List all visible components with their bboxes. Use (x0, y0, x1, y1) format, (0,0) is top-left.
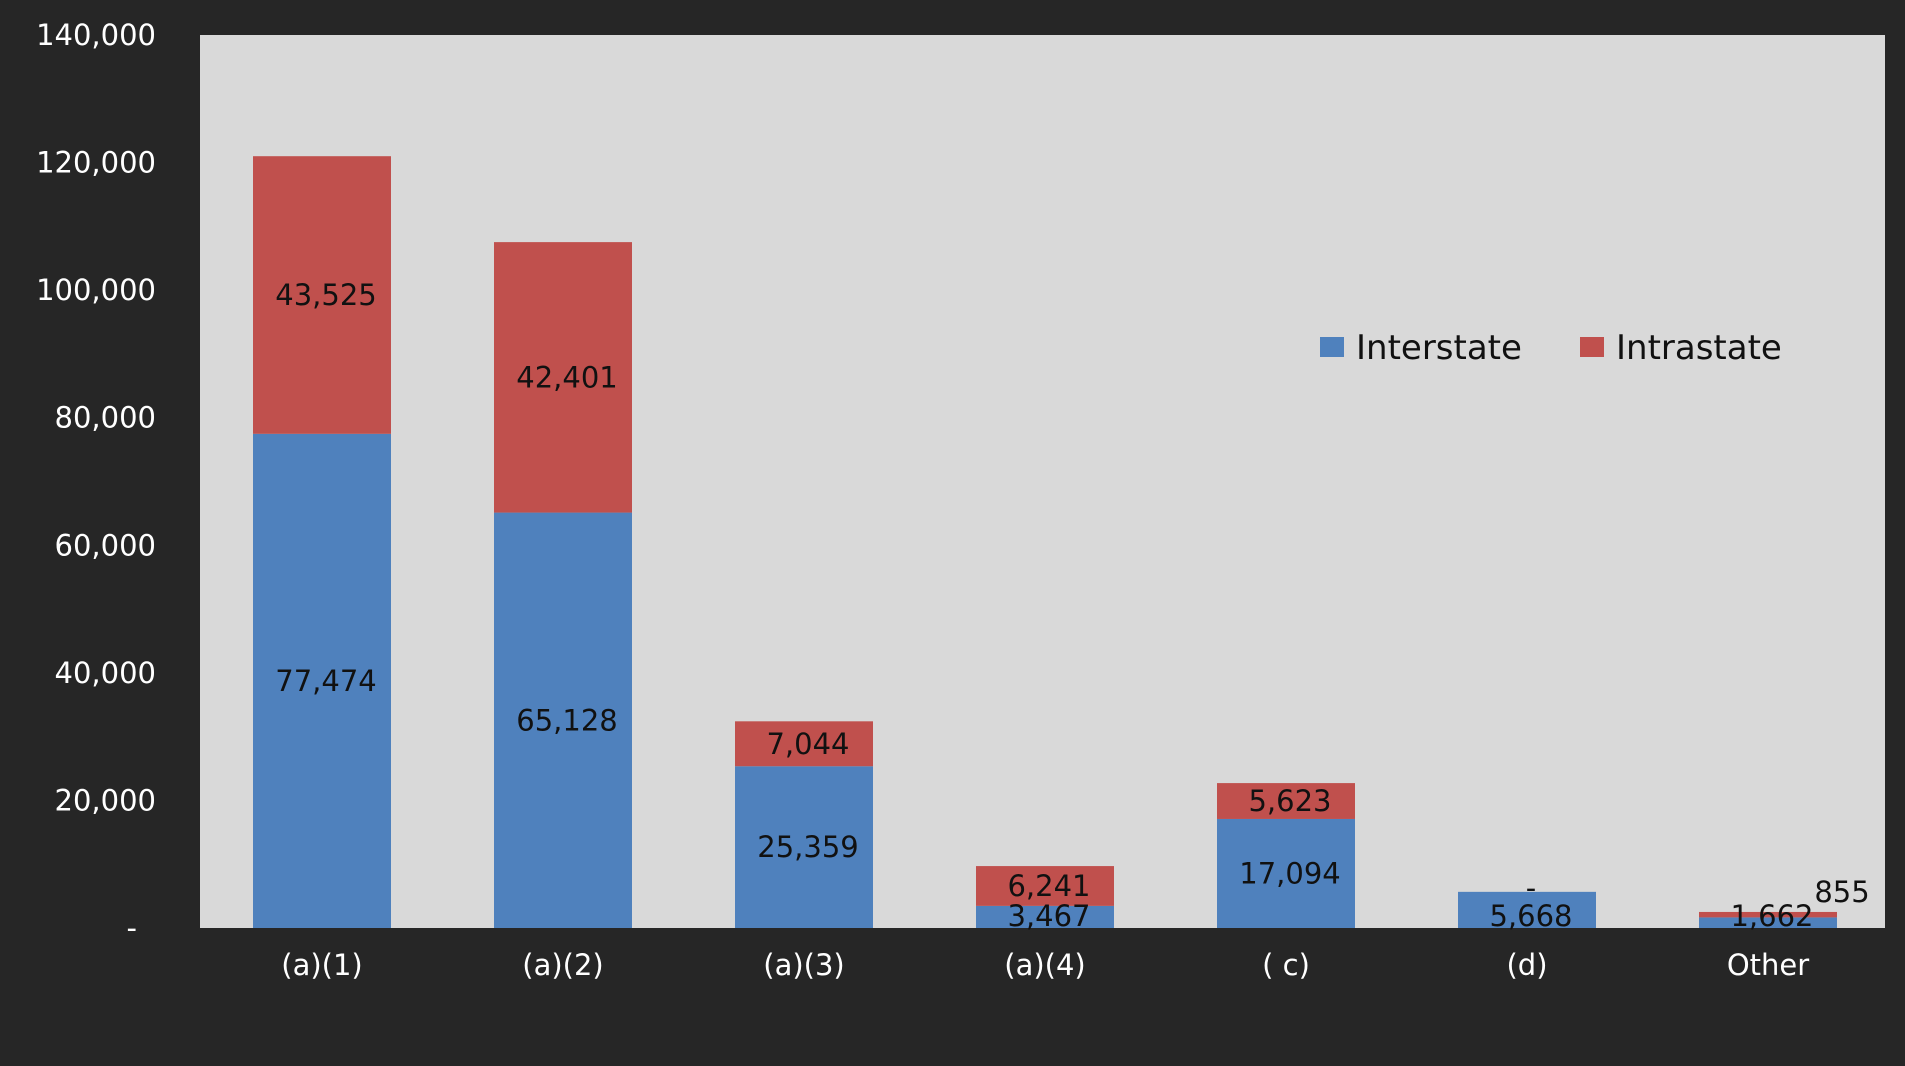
legend-swatch (1320, 337, 1344, 357)
x-axis: (a)(1) (a)(2) (a)(3) (a)(4) ( c) (d) Other (281, 948, 1809, 982)
y-tick-label: - (127, 911, 137, 945)
data-label-intrastate: 5,623 (1248, 784, 1331, 818)
x-tick-label: (d) (1506, 948, 1547, 982)
y-tick-label: 140,000 (36, 18, 156, 52)
bar-intrastate (1217, 783, 1355, 819)
y-axis: - 20,000 40,000 60,000 80,000 100,000 120,000 1… (36, 18, 156, 945)
x-tick-label: (a)(2) (522, 948, 603, 982)
x-tick-label: Other (1727, 948, 1809, 982)
plot-area (200, 35, 1885, 928)
x-tick-label: ( c) (1262, 948, 1310, 982)
bar-intrastate (253, 156, 391, 434)
bar-interstate (1458, 891, 1596, 928)
data-label-interstate: 3,467 (1007, 899, 1090, 933)
legend-swatch (1580, 337, 1604, 357)
data-label-intrastate: 7,044 (766, 727, 849, 761)
data-label-intrastate: 855 (1814, 875, 1869, 909)
data-label-interstate: 25,359 (757, 830, 858, 864)
data-label-interstate: 5,668 (1489, 899, 1572, 933)
legend-label: Interstate (1356, 328, 1522, 368)
bar-intrastate (976, 866, 1114, 906)
y-tick-label: 100,000 (36, 273, 156, 307)
bar-interstate (976, 905, 1114, 928)
bar-interstate (494, 512, 632, 928)
data-label-intrastate: 43,525 (275, 278, 376, 312)
y-tick-label: 40,000 (55, 656, 156, 690)
data-label-intrastate: 42,401 (516, 360, 617, 394)
bars-group (253, 156, 1837, 928)
bar-intrastate (1699, 911, 1837, 918)
x-tick-label: (a)(4) (1004, 948, 1085, 982)
data-label-interstate: 77,474 (275, 664, 376, 698)
data-label-intrastate: - (1526, 871, 1536, 905)
legend: Interstate Intrastate (1320, 328, 1782, 368)
data-label-interstate: 17,094 (1239, 856, 1340, 890)
y-tick-label: 120,000 (36, 146, 156, 180)
bar-interstate (1217, 818, 1355, 928)
data-label-interstate: 65,128 (516, 703, 617, 737)
bar-intrastate (735, 721, 873, 767)
data-label-interstate: 1,662 (1730, 899, 1813, 933)
legend-label: Intrastate (1616, 328, 1782, 368)
y-tick-label: 80,000 (55, 401, 156, 435)
data-label-intrastate: 6,241 (1007, 869, 1090, 903)
bar-interstate (253, 433, 391, 928)
bar-intrastate (494, 242, 632, 513)
bar-interstate (735, 766, 873, 928)
x-tick-label: (a)(3) (763, 948, 844, 982)
bar-interstate (1699, 917, 1837, 928)
data-labels-group: 77,474 43,525 65,128 42,401 25,359 7,044 3,467… (275, 278, 1869, 933)
x-tick-label: (a)(1) (281, 948, 362, 982)
y-tick-label: 20,000 (55, 783, 156, 817)
y-tick-label: 60,000 (55, 528, 156, 562)
